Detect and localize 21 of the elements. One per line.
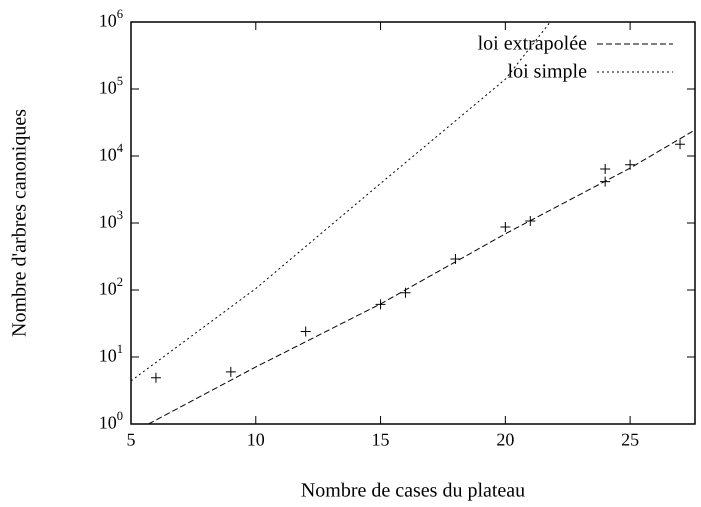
point bbox=[400, 287, 412, 298]
point bbox=[674, 138, 686, 150]
point bbox=[624, 159, 636, 170]
x-tick-label: 20 bbox=[496, 430, 514, 450]
point bbox=[450, 254, 461, 265]
point bbox=[500, 222, 511, 233]
point bbox=[150, 372, 162, 384]
legend-label: loi extrapolée bbox=[478, 32, 588, 54]
x-tick-label: 15 bbox=[372, 430, 390, 450]
y-axis-title: Nombre d'arbres canoniques bbox=[8, 108, 30, 337]
x-tick-label: 25 bbox=[621, 430, 640, 450]
x-tick-label: 10 bbox=[246, 430, 265, 450]
point bbox=[300, 326, 312, 338]
legend-label: loi simple bbox=[508, 60, 588, 82]
point bbox=[375, 298, 386, 310]
point bbox=[600, 176, 611, 188]
point bbox=[225, 366, 236, 378]
point bbox=[600, 163, 611, 174]
x-tick-label: 5 bbox=[126, 430, 136, 450]
point bbox=[524, 216, 536, 227]
x-axis-title: Nombre de cases du plateau bbox=[300, 479, 526, 502]
